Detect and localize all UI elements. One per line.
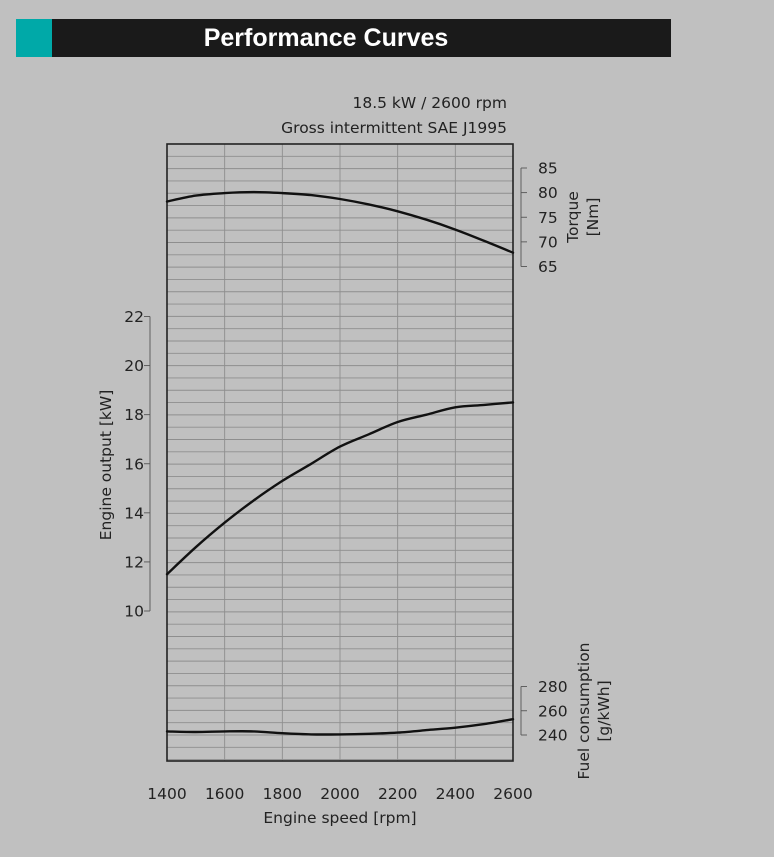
torque-tick-label: 70 — [538, 233, 558, 251]
x-tick-label: 1800 — [263, 785, 302, 803]
series-group — [165, 190, 515, 736]
grid — [167, 144, 513, 761]
torque-axis-unit: [Nm] — [584, 198, 602, 237]
chart-subtitle-line-2: Gross intermittent SAE J1995 — [281, 119, 507, 137]
torque-tick-label: 65 — [538, 258, 558, 276]
fuel-tick-label: 280 — [538, 678, 568, 696]
fuel-curve — [165, 718, 515, 736]
output-curve — [165, 401, 515, 576]
torque-tick-label: 85 — [538, 160, 558, 178]
x-tick-label: 2200 — [378, 785, 417, 803]
header-bar: Performance Curves — [16, 19, 671, 57]
chart-subtitle-line-1: 18.5 kW / 2600 rpm — [352, 94, 507, 112]
fuel-axis-label: Fuel consumption — [575, 642, 593, 779]
torque-tick-label: 75 — [538, 209, 558, 227]
x-tick-label: 2400 — [436, 785, 475, 803]
x-tick-label: 1600 — [205, 785, 244, 803]
header-background — [52, 19, 671, 57]
fuel-axis-unit: [g/kWh] — [595, 680, 613, 741]
torque-tick-label: 80 — [538, 184, 558, 202]
header-accent — [16, 19, 52, 57]
fuel-tick-label: 240 — [538, 727, 568, 745]
output-tick-label: 18 — [124, 406, 144, 424]
output-tick-label: 10 — [124, 603, 144, 621]
x-tick-label: 1400 — [147, 785, 186, 803]
x-axis-label: Engine speed [rpm] — [263, 809, 416, 827]
output-tick-label: 16 — [124, 455, 144, 473]
page-title: Performance Curves — [203, 24, 449, 52]
output-tick-label: 20 — [124, 357, 144, 375]
plot-frame — [166, 143, 514, 762]
output-tick-label: 14 — [124, 504, 144, 522]
axes-group: 1400 1600 1800 2000 2200 2400 2600 65 70 75 80 85 10… — [124, 160, 567, 804]
x-tick-label: 2000 — [320, 785, 359, 803]
torque-curve — [165, 190, 515, 254]
output-tick-label: 12 — [124, 553, 144, 571]
torque-axis-label: Torque — [564, 191, 582, 244]
output-tick-label: 22 — [124, 308, 144, 326]
fuel-tick-label: 260 — [538, 702, 568, 720]
x-tick-label: 2600 — [493, 785, 532, 803]
output-axis-label: Engine output [kW] — [97, 390, 115, 541]
